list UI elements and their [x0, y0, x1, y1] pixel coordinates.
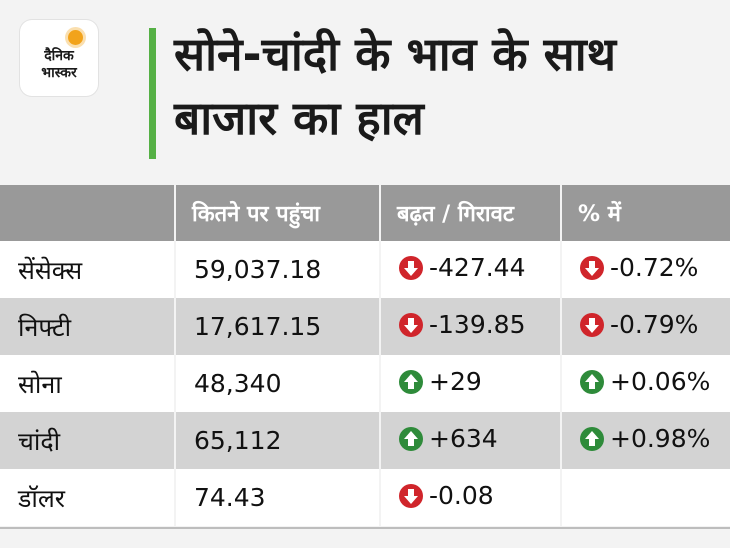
instrument-cell: चांदी [0, 412, 176, 469]
change-value: +634 [429, 424, 498, 454]
change-cell: -0.08 [380, 469, 562, 526]
arrow-down-icon [399, 312, 423, 337]
table-row: सेंसेक्स 59,037.18 -427.44 -0.72% [0, 241, 730, 298]
logo-line-2: भास्कर [41, 65, 77, 81]
arrow-down-icon [580, 255, 604, 280]
instrument-cell: सोना [0, 355, 176, 412]
instrument-value: 74.43 [194, 483, 266, 512]
instrument-value: 65,112 [194, 426, 282, 455]
header-cell-percent: % में [561, 185, 730, 241]
table-row: निफ्टी 17,617.15 -139.85 -0.79% [0, 298, 730, 355]
percent-indicator: +0.06% [580, 367, 710, 396]
change-cell: +634 [380, 412, 562, 469]
percent-cell: -0.72% [561, 241, 730, 298]
instrument-cell: डॉलर [0, 469, 176, 526]
percent-cell: -0.79% [561, 298, 730, 355]
arrow-up-icon [399, 369, 423, 394]
arrow-up-icon [399, 426, 423, 451]
change-indicator: -139.85 [399, 310, 526, 339]
table-header-row: कितने पर पहुंचा बढ़त / गिरावट % में [0, 185, 730, 241]
change-value: -139.85 [429, 310, 526, 340]
percent-value: +0.06% [610, 367, 711, 397]
percent-cell: +0.98% [561, 412, 730, 469]
instrument-name: डॉलर [18, 483, 66, 513]
percent-cell: +0.06% [561, 355, 730, 412]
page-title: सोने-चांदी के भाव के साथ बाजार का हाल [174, 27, 617, 145]
arrow-up-icon [580, 426, 604, 451]
value-cell: 59,037.18 [175, 241, 381, 298]
arrow-down-icon [399, 483, 423, 508]
change-cell: +29 [380, 355, 562, 412]
table-row: डॉलर 74.43 -0.08 [0, 469, 730, 526]
change-value: -0.08 [429, 481, 494, 511]
bottom-rule [0, 527, 730, 529]
percent-value: -0.72% [610, 253, 699, 283]
percent-indicator: -0.79% [580, 310, 698, 339]
value-cell: 74.43 [175, 469, 381, 526]
dainik-bhaskar-logo[interactable]: दैनिक भास्कर [20, 20, 98, 96]
instrument-name: चांदी [18, 426, 61, 456]
instrument-cell: निफ्टी [0, 298, 176, 355]
table-row: सोना 48,340 +29 +0.06% [0, 355, 730, 412]
percent-indicator: -0.72% [580, 253, 698, 282]
table-row: चांदी 65,112 +634 +0.98% [0, 412, 730, 469]
change-cell: -427.44 [380, 241, 562, 298]
market-table: कितने पर पहुंचा बढ़त / गिरावट % में सेंस… [0, 185, 730, 526]
logo-line-1: दैनिक [44, 48, 74, 64]
change-indicator: -0.08 [399, 481, 494, 510]
instrument-value: 59,037.18 [194, 255, 322, 284]
arrow-up-icon [580, 369, 604, 394]
percent-indicator: +0.98% [580, 424, 710, 453]
instrument-value: 48,340 [194, 369, 282, 398]
instrument-name: सेंसेक्स [18, 255, 83, 285]
instrument-cell: सेंसेक्स [0, 241, 176, 298]
change-indicator: +634 [399, 424, 498, 453]
accent-bar [149, 28, 156, 159]
change-indicator: +29 [399, 367, 482, 396]
percent-value: +0.98% [610, 424, 711, 454]
instrument-value: 17,617.15 [194, 312, 322, 341]
instrument-name: सोना [18, 369, 62, 399]
instrument-name: निफ्टी [18, 312, 72, 342]
header-cell-instrument [0, 185, 176, 241]
value-cell: 17,617.15 [175, 298, 381, 355]
header-cell-change: बढ़त / गिरावट [380, 185, 562, 241]
percent-cell [561, 469, 730, 526]
value-cell: 48,340 [175, 355, 381, 412]
header: दैनिक भास्कर सोने-चांदी के भाव के साथ बा… [0, 0, 730, 185]
header-cell-value: कितने पर पहुंचा [175, 185, 381, 241]
arrow-down-icon [399, 255, 423, 280]
sun-icon [68, 30, 83, 45]
value-cell: 65,112 [175, 412, 381, 469]
change-value: -427.44 [429, 253, 526, 283]
change-cell: -139.85 [380, 298, 562, 355]
percent-value: -0.79% [610, 310, 699, 340]
change-indicator: -427.44 [399, 253, 526, 282]
change-value: +29 [429, 367, 482, 397]
arrow-down-icon [580, 312, 604, 337]
